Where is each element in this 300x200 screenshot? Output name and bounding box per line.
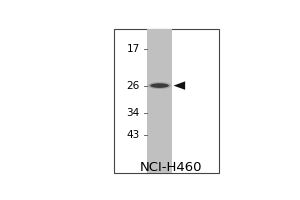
- Text: 26: 26: [127, 81, 140, 91]
- Text: 34: 34: [127, 108, 140, 118]
- Ellipse shape: [148, 82, 171, 89]
- Ellipse shape: [150, 83, 169, 88]
- Text: 17: 17: [127, 44, 140, 54]
- Text: 43: 43: [127, 130, 140, 140]
- Bar: [114, 29, 219, 173]
- Polygon shape: [173, 81, 185, 90]
- Bar: [147, 29, 172, 173]
- Text: NCI-H460: NCI-H460: [140, 161, 202, 174]
